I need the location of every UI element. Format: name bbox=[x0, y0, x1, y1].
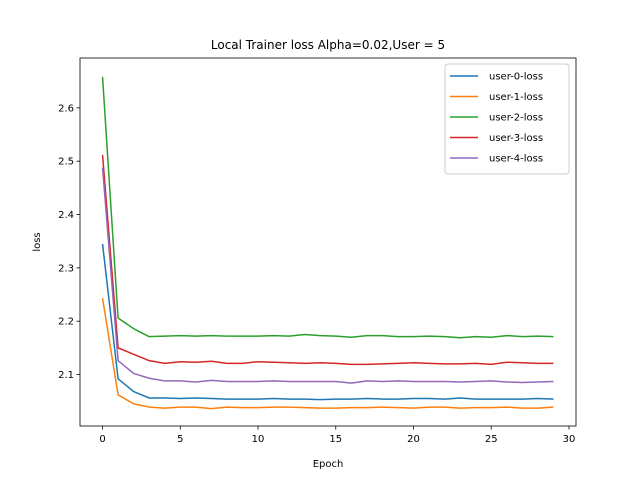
chart-title: Local Trainer loss Alpha=0.02,User = 5 bbox=[211, 38, 445, 52]
x-tick-label-6: 30 bbox=[563, 434, 576, 445]
y-axis-ticks: 2.1 2.2 2.3 2.4 2.5 2.6 bbox=[58, 103, 80, 381]
x-tick-label-0: 0 bbox=[99, 434, 105, 445]
x-axis-label: Epoch bbox=[313, 459, 344, 470]
x-tick-label-2: 10 bbox=[252, 434, 265, 445]
y-tick-label-2: 2.3 bbox=[58, 263, 74, 274]
y-tick-label-5: 2.6 bbox=[58, 103, 74, 114]
legend-label-4: user-4-loss bbox=[489, 154, 543, 165]
y-axis-label: loss bbox=[32, 232, 43, 251]
y-tick-label-0: 2.1 bbox=[58, 370, 74, 381]
legend-box bbox=[444, 63, 570, 175]
y-tick-label-4: 2.5 bbox=[58, 157, 74, 168]
series-lines bbox=[101, 76, 554, 410]
legend-label-1: user-1-loss bbox=[489, 92, 543, 103]
series-line-0 bbox=[101, 243, 554, 401]
x-tick-label-3: 15 bbox=[329, 434, 342, 445]
plot-frame bbox=[79, 57, 577, 427]
legend-label-2: user-2-loss bbox=[489, 113, 543, 124]
series-line-1 bbox=[101, 298, 554, 410]
legend-label-3: user-3-loss bbox=[489, 133, 543, 144]
legend: user-0-loss user-1-loss user-2-loss user-3-… bbox=[444, 63, 570, 175]
x-axis-ticks: 0 5 10 15 20 25 30 bbox=[99, 426, 575, 445]
series-line-2 bbox=[101, 76, 554, 339]
x-tick-label-1: 5 bbox=[177, 434, 183, 445]
legend-label-0: user-0-loss bbox=[489, 72, 543, 83]
y-tick-label-3: 2.4 bbox=[58, 210, 74, 221]
series-line-3 bbox=[101, 154, 554, 366]
series-line-4 bbox=[101, 167, 554, 384]
y-tick-label-1: 2.2 bbox=[58, 317, 74, 328]
x-tick-label-4: 20 bbox=[407, 434, 420, 445]
x-tick-label-5: 25 bbox=[485, 434, 498, 445]
